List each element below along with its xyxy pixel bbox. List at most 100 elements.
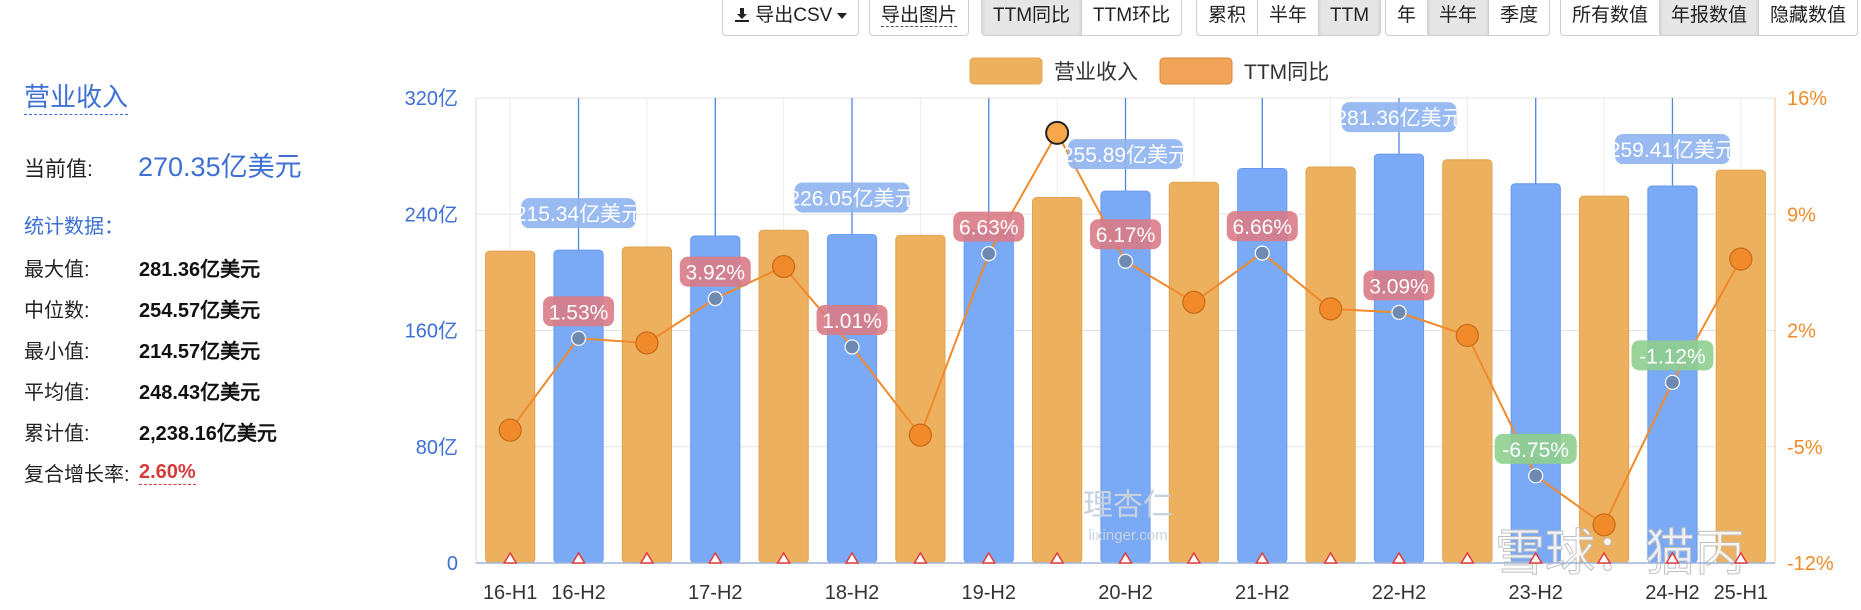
data-label: 215.34亿美元: [515, 198, 642, 229]
stat-label: 平均值:: [24, 382, 90, 404]
x-tick-label: 23-H2: [1508, 582, 1562, 604]
metric-title[interactable]: 营业收入: [24, 80, 129, 115]
legend-label-ttm: TTM同比: [1244, 61, 1329, 84]
quarter-button[interactable]: 季度: [1488, 0, 1549, 35]
stat-value: 281.36亿美元: [139, 259, 261, 281]
data-label-bg: [953, 211, 1025, 242]
data-label-bg: [1226, 211, 1298, 242]
x-tick-label: 19-H2: [962, 582, 1016, 604]
data-label-bg: [1614, 134, 1730, 165]
export-csv-group: 导出CSV: [722, 0, 860, 36]
y-right-tick-label: 2%: [1787, 321, 1816, 343]
bar: [758, 229, 809, 564]
baseline-marker: [844, 551, 860, 564]
data-label: 281.36亿美元: [1335, 102, 1463, 133]
hide-values-button[interactable]: 隐藏数值: [1758, 0, 1857, 35]
x-tick-label: 16-H1: [483, 582, 537, 604]
stats-list: 最大值: 281.36亿美元 中位数: 254.57亿美元 最小值: 214.57亿美…: [24, 247, 354, 493]
bar: [1305, 166, 1356, 564]
x-tick-label: 17-H2: [688, 582, 742, 604]
baseline-marker: [1528, 551, 1544, 564]
data-label: 1.01%: [816, 304, 888, 335]
annual-values-button[interactable]: 年报数值: [1659, 0, 1759, 35]
export-csv-button[interactable]: 导出CSV: [723, 0, 858, 35]
baseline-marker: [1049, 551, 1065, 564]
data-label-bg: [1631, 340, 1714, 371]
baseline-marker: [1391, 551, 1407, 564]
bar: [1168, 181, 1219, 564]
data-label: 259.41亿美元: [1609, 134, 1736, 165]
bar: [621, 246, 673, 564]
export-image-button[interactable]: 导出图片: [870, 0, 968, 35]
ttm-point: [772, 254, 796, 279]
stat-value: 254.57亿美元: [139, 300, 261, 322]
legend-label-revenue: 营业收入: [1054, 61, 1138, 84]
baseline-marker: [1323, 551, 1338, 564]
baseline-marker: [639, 551, 655, 564]
ttm-point: [1729, 247, 1753, 271]
data-label: 6.63%: [953, 211, 1025, 242]
ttm-qoq-button[interactable]: TTM环比: [1081, 0, 1181, 35]
legend-swatch-ttm: [1159, 57, 1233, 85]
data-label: 1.53%: [543, 296, 615, 327]
xueqiu-watermark: 雪球：猫丙: [1495, 525, 1745, 581]
stat-row-sum: 累计值: 2,238.16亿美元: [24, 411, 354, 452]
data-label-text: 3.09%: [1369, 275, 1429, 298]
stat-label: 最大值:: [24, 259, 90, 281]
data-label-bg: [816, 304, 888, 335]
ttm-line-layer: [498, 120, 1753, 537]
data-label-bg: [679, 256, 751, 287]
ttm-point: [1528, 468, 1544, 484]
baseline-marker: [1118, 551, 1133, 564]
data-label-bg: [1341, 102, 1457, 133]
baseline-marker: [1254, 551, 1270, 564]
ttm-point: [498, 418, 522, 442]
y-left-tick-label: 160亿: [405, 320, 458, 343]
data-label-bg: [1363, 270, 1435, 301]
period-group: 累积 半年 TTM: [1196, 0, 1382, 36]
current-value: 270.35亿美元: [138, 152, 302, 182]
x-tick-label: 22-H2: [1372, 582, 1426, 604]
bar: [1578, 195, 1630, 564]
stat-label: 最小值:: [24, 341, 90, 363]
data-label-text: -1.12%: [1639, 345, 1706, 368]
export-image-group: 导出图片: [869, 0, 970, 36]
bar: [1647, 185, 1698, 564]
data-label-text: 281.36亿美元: [1335, 107, 1462, 130]
legend: 营业收入 TTM同比: [969, 57, 1329, 85]
baseline-marker: [981, 551, 997, 564]
half-year-period-button[interactable]: 半年: [1257, 0, 1318, 35]
data-label-bg: [1494, 433, 1577, 464]
half-year-button[interactable]: 半年: [1427, 0, 1489, 35]
x-tick-label: 25-H1: [1714, 582, 1768, 604]
data-label-text: 1.53%: [549, 301, 609, 324]
y-left-tick-label: 80亿: [416, 436, 458, 459]
baseline-marker: [1733, 551, 1749, 564]
ttm-yoy-button[interactable]: TTM同比: [982, 0, 1082, 35]
bar: [963, 229, 1014, 564]
data-label-bg: [521, 198, 637, 229]
x-tick-label: 20-H2: [1098, 582, 1152, 604]
toolbar: 导出CSV 导出图片 TTM同比 TTM环比 累积 半年 TTM 年 半年 季度…: [0, 0, 1861, 36]
data-label-bg: [543, 296, 615, 327]
data-label-text: 6.63%: [959, 217, 1019, 240]
data-label: -6.75%: [1494, 433, 1577, 464]
data-label-text: 255.89亿美元: [1062, 144, 1189, 167]
data-label: 3.92%: [679, 256, 751, 287]
download-icon: [734, 5, 755, 26]
ttm-group: TTM同比 TTM环比: [981, 0, 1183, 36]
data-label-bg: [1068, 139, 1183, 170]
baseline-marker: [1596, 551, 1612, 564]
ttm-period-button[interactable]: TTM: [1318, 0, 1381, 35]
all-values-button[interactable]: 所有数值: [1572, 5, 1649, 26]
baseline-marker: [1665, 551, 1680, 564]
cumulative-button[interactable]: 累积: [1208, 5, 1247, 26]
bar: [1032, 197, 1083, 564]
data-label: -1.12%: [1631, 340, 1714, 371]
year-button[interactable]: 年: [1397, 5, 1417, 26]
ttm-point: [707, 291, 723, 307]
ttm-point: [981, 246, 997, 262]
stat-value-cagr[interactable]: 2.60%: [139, 460, 196, 485]
baseline-marker: [571, 551, 586, 564]
